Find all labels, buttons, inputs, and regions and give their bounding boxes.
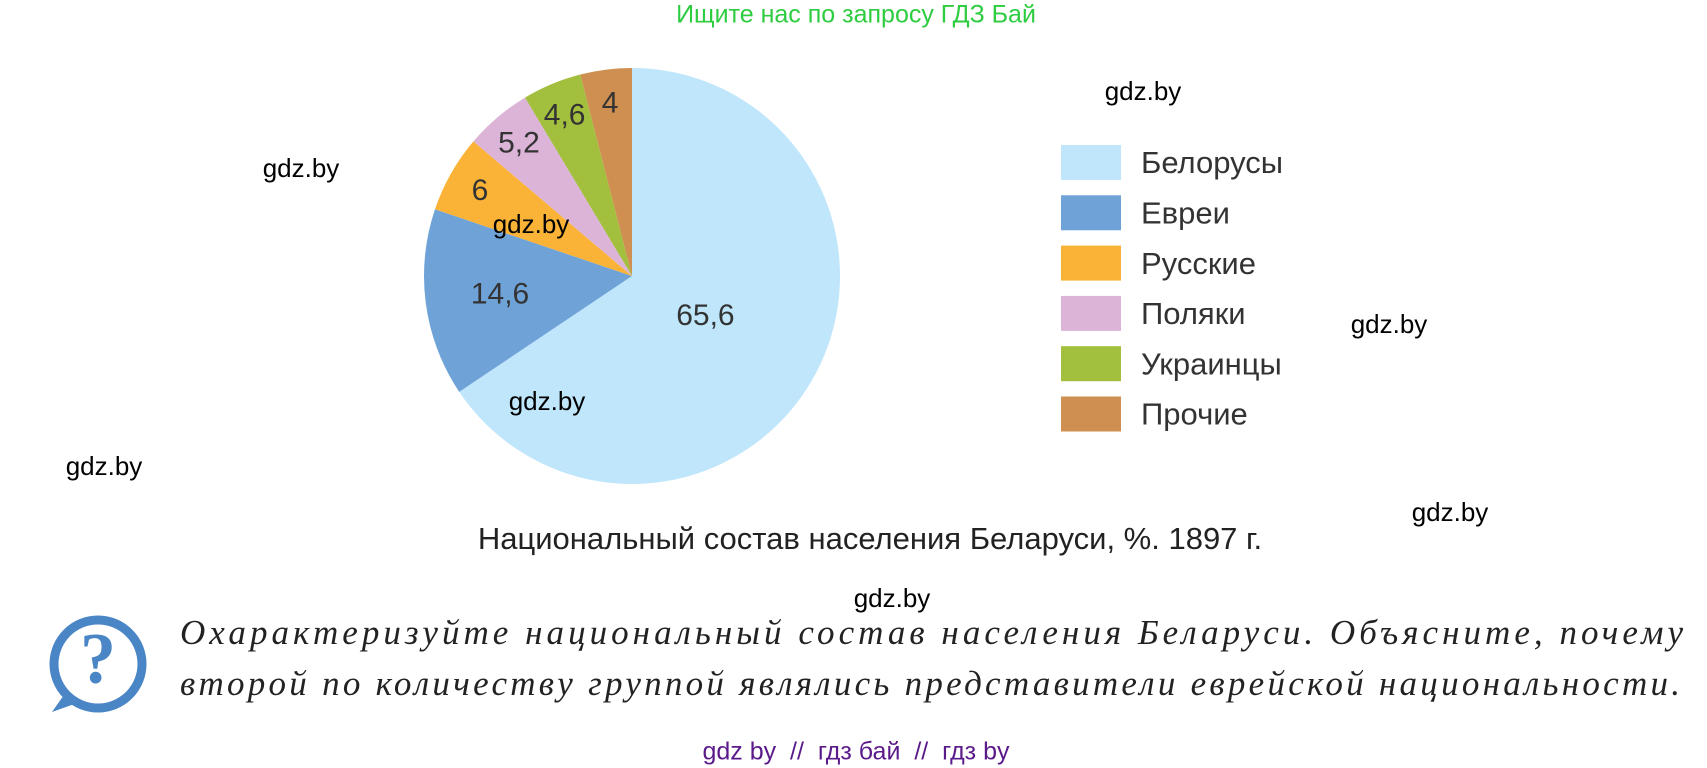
question-line: Охарактеризуйте национальный состав насе… <box>180 613 1683 652</box>
watermark: gdz.by <box>1105 76 1182 106</box>
data-label: 4,6 <box>544 99 586 132</box>
legend-label: Белорусы <box>1141 145 1283 180</box>
pie-slice <box>580 68 632 276</box>
legend-swatch <box>1061 396 1121 432</box>
legend-label: Русские <box>1141 246 1256 281</box>
chart-title: Национальный состав населения Беларуси, … <box>478 521 1262 556</box>
pie-slice <box>435 141 632 276</box>
watermark: gdz.by <box>1351 309 1428 339</box>
data-label: 65,6 <box>676 299 734 332</box>
legend-label: Евреи <box>1141 195 1230 230</box>
data-label: 4 <box>602 87 619 120</box>
header: Ищите нас по запросу ГДЗ Бай <box>676 1 1036 29</box>
svg-text:?: ? <box>80 619 116 699</box>
legend-swatch <box>1061 195 1121 231</box>
watermark: gdz.by <box>854 583 931 613</box>
watermark: gdz.by <box>1412 497 1489 527</box>
legend-label: Поляки <box>1141 296 1246 331</box>
legend-label: Прочие <box>1141 397 1248 432</box>
pie-slice <box>459 68 840 484</box>
question-line: второй по количеству группой являлись пр… <box>180 664 1680 703</box>
data-label: 14,6 <box>471 277 529 310</box>
pie-slice <box>524 74 632 277</box>
pie-slice <box>423 209 632 392</box>
watermark: gdz.by <box>66 451 143 481</box>
legend-swatch <box>1061 245 1121 281</box>
pie-slice <box>473 97 632 276</box>
data-label: 6 <box>472 174 489 207</box>
legend-swatch <box>1061 346 1121 382</box>
legend-swatch <box>1061 145 1121 180</box>
footer: gdz by // гдз бай // гдз by <box>702 738 1010 766</box>
pie <box>423 68 840 484</box>
legend-label: Украинцы <box>1141 346 1282 381</box>
watermark: gdz.by <box>493 209 570 239</box>
data-label: 5,2 <box>498 127 540 160</box>
question-icon: ? <box>49 615 147 713</box>
legend-swatch <box>1061 295 1121 331</box>
watermark: gdz.by <box>263 153 340 183</box>
watermark: gdz.by <box>509 386 586 416</box>
